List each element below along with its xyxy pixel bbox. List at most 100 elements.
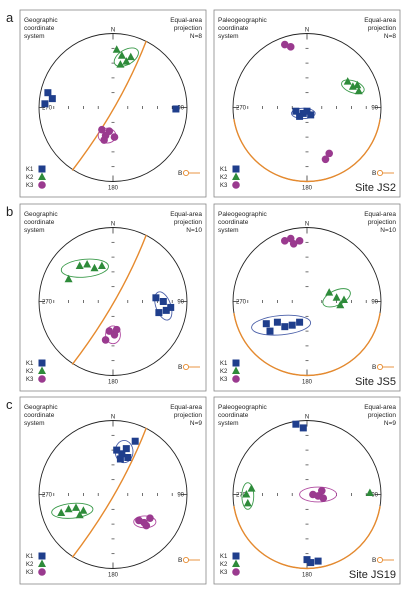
north-label: N (111, 222, 115, 228)
k1-square-marker (38, 552, 46, 560)
coordinate-system-title: Paleogeographic (218, 211, 268, 218)
k2-triangle-marker (112, 45, 121, 53)
bedding-label: B (372, 557, 376, 564)
k3-circle-marker (325, 149, 334, 158)
panel-frame (19, 9, 207, 198)
coordinate-system-title: system (24, 227, 45, 234)
symbol-legend: K1 K2 K3 (220, 359, 240, 383)
k2-triangle-marker (79, 506, 88, 514)
legend-label: K3 (26, 570, 34, 576)
coordinate-system-title: coordinate (24, 219, 55, 226)
k3-circle-marker (318, 487, 326, 495)
symbol-legend: K1 K2 K3 (26, 552, 46, 576)
k3-confidence-ellipse (105, 325, 121, 345)
k1-square-marker (299, 109, 307, 117)
east-label: 90 (371, 493, 378, 499)
site-label: Site JS19 (349, 569, 396, 581)
coordinate-system-title: system (218, 227, 239, 234)
legend-label: K2 (26, 562, 34, 568)
k1-square-marker (232, 552, 240, 560)
k2-confidence-ellipse (341, 79, 365, 95)
bedding-plane-great-circle (233, 312, 381, 377)
k2-confidence-ellipse (113, 47, 139, 67)
k3-circle-marker (38, 568, 46, 576)
bedding-pole-marker (376, 169, 384, 177)
panel-frame (213, 9, 401, 198)
k3-circle-marker (232, 181, 240, 189)
east-label: 90 (371, 300, 378, 306)
projection-label: projection (174, 25, 203, 32)
legend-label: K1 (220, 361, 228, 367)
coordinate-system-title: system (24, 420, 45, 427)
k1-square-marker (167, 303, 175, 311)
stereonet-panel: N 270 90 180 Paleogeographiccoordinatesystem… (213, 9, 401, 198)
coordinate-system-title: coordinate (24, 412, 55, 419)
north-label: N (111, 28, 115, 34)
legend-label: K1 (26, 554, 34, 560)
south-label: 180 (108, 186, 119, 192)
k3-circle-marker (281, 40, 289, 49)
k1-confidence-ellipse (251, 314, 312, 336)
bedding-plane-great-circle (233, 505, 381, 570)
legend-label: K1 (220, 167, 228, 173)
k3-circle-marker (286, 43, 295, 51)
west-label: 270 (42, 106, 53, 112)
south-label: 180 (302, 573, 313, 579)
k1-confidence-ellipse (154, 291, 173, 321)
k3-circle-marker (110, 133, 119, 141)
coordinate-system-title: system (218, 420, 239, 427)
k1-square-marker (113, 446, 121, 454)
k1-square-marker (131, 437, 139, 445)
k1-square-marker (155, 309, 163, 317)
k2-triangle-marker (354, 86, 363, 95)
k1-square-marker (314, 557, 322, 565)
k1-square-marker (38, 359, 46, 367)
k1-square-marker (299, 424, 307, 432)
legend-label: K1 (26, 361, 34, 367)
coordinate-system-title: system (218, 33, 239, 40)
south-label: 180 (108, 573, 119, 579)
k1-square-marker (303, 556, 311, 564)
projection-label: N=10 (186, 227, 202, 234)
legend-label: K3 (220, 377, 228, 383)
projection-label: projection (174, 219, 203, 226)
projection-label: Equal-area (364, 17, 396, 24)
bedding-pole-marker (182, 169, 190, 177)
coordinate-system-title: Paleogeographic (218, 404, 268, 411)
projection-label: N=10 (380, 227, 396, 234)
bedding-label: B (372, 364, 376, 371)
stereonet-panel: N 270 90 180 Paleogeographiccoordinatesystem… (213, 203, 401, 392)
k1-square-marker (41, 100, 49, 108)
west-label: 270 (42, 493, 53, 499)
projection-label: projection (368, 219, 397, 226)
panel-frame (19, 203, 207, 392)
k1-square-marker (296, 112, 304, 120)
k2-triangle-marker (83, 260, 92, 268)
k1-square-marker (273, 318, 281, 326)
k1-square-marker (116, 455, 124, 463)
k2-triangle-marker (232, 172, 240, 180)
k2-confidence-ellipse (51, 502, 94, 519)
legend-label: K2 (220, 562, 228, 568)
k1-square-marker (296, 318, 304, 326)
west-label: 270 (236, 106, 247, 112)
north-label: N (111, 415, 115, 421)
k1-square-marker (118, 450, 126, 458)
west-label: 270 (236, 300, 247, 306)
k3-circle-marker (319, 494, 328, 503)
k1-square-marker (44, 89, 52, 97)
k1-square-marker (159, 298, 167, 305)
bedding-pole-marker (376, 556, 384, 564)
k2-triangle-marker (75, 261, 84, 269)
site-label: Site JS5 (355, 376, 396, 388)
projection-label: Equal-area (170, 17, 202, 24)
legend-label: K2 (220, 175, 228, 181)
west-label: 270 (236, 493, 247, 499)
legend-label: K3 (220, 183, 228, 189)
k2-triangle-marker (38, 172, 46, 180)
bedding-pole-marker (376, 363, 384, 371)
k2-triangle-marker (97, 261, 106, 269)
